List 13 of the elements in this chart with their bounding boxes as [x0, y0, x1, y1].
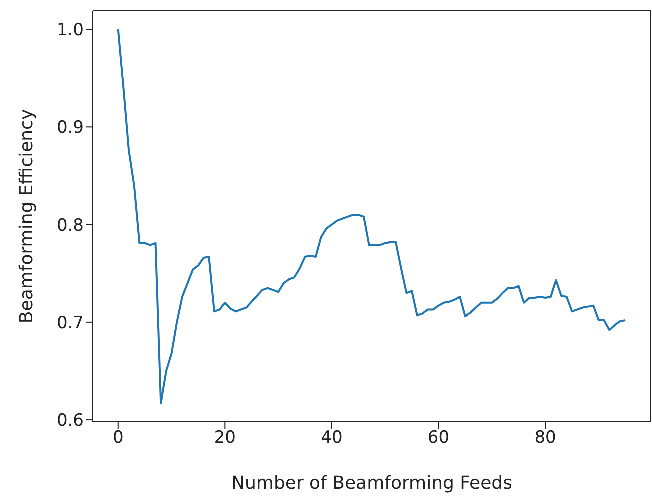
x-tick-label: 80 — [534, 428, 556, 448]
y-tick-label: 0.7 — [56, 313, 84, 334]
x-axis-title: Number of Beamforming Feeds — [232, 473, 512, 494]
y-tick-label: 0.6 — [56, 411, 84, 432]
y-tick-label: 0.8 — [56, 216, 84, 236]
y-axis-title: Beamforming Efficiency — [16, 109, 38, 324]
y-tick-label: 0.9 — [56, 118, 84, 138]
y-tick-label: 1.0 — [56, 20, 84, 41]
x-tick-label: 60 — [428, 428, 450, 448]
x-tick-label: 40 — [321, 428, 343, 448]
x-tick-label: 20 — [214, 428, 236, 448]
line-series — [117, 28, 627, 404]
x-tick-label: 0 — [112, 428, 124, 448]
